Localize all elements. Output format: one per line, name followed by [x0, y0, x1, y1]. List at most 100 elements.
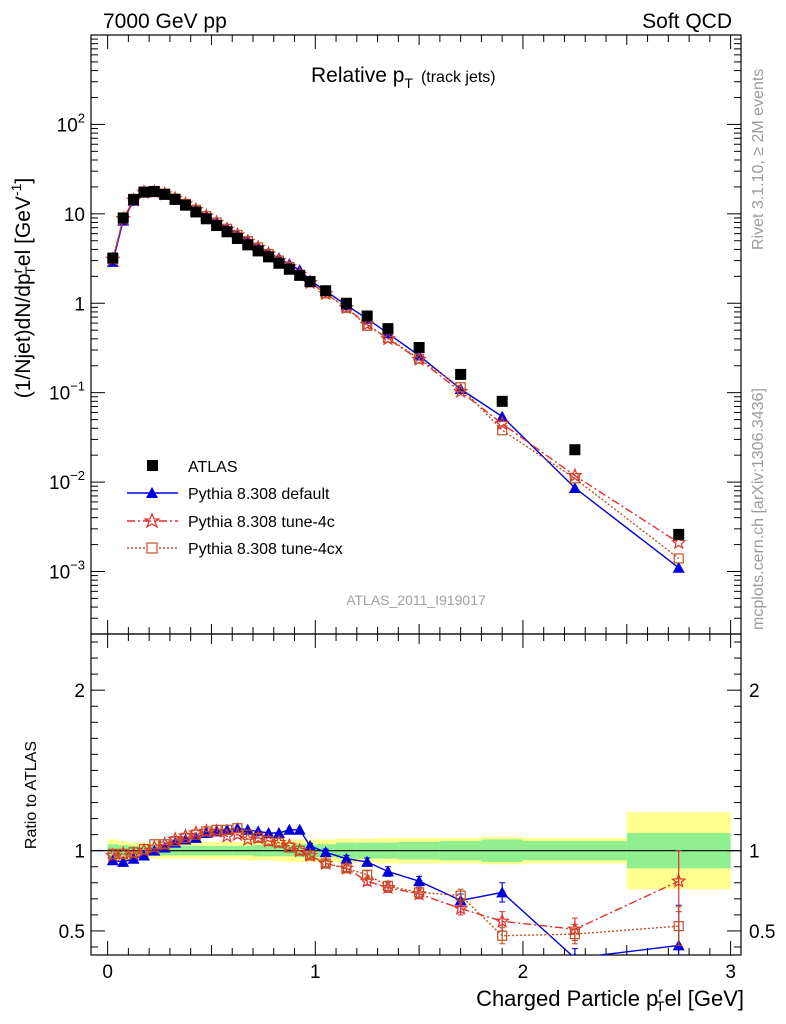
point-atlas [569, 444, 581, 456]
ratio-point-default [272, 827, 285, 839]
ratio-point-tune4c [494, 913, 510, 928]
point-tune4cx [673, 553, 684, 564]
point-atlas [382, 323, 394, 335]
header-left: 7000 GeV pp [103, 10, 227, 33]
x-tick-label: 2 [518, 962, 529, 983]
ratio-point-tune4c [670, 873, 687, 888]
mcplots-label: mcplots.cern.ch [arXiv:1306.3436] [750, 388, 767, 630]
ratio-point-tune4cx [362, 869, 373, 880]
ratio-point-default [189, 831, 202, 843]
point-atlas [179, 199, 191, 211]
ratio-point-tune4cx [273, 837, 285, 848]
point-atlas [231, 232, 243, 244]
series-atlas [107, 185, 685, 540]
ratio-point-default [293, 823, 306, 835]
ratio-point-default [137, 849, 150, 861]
y-tick-label: 10−2 [49, 468, 85, 494]
point-atlas [673, 528, 685, 540]
point-tune4cx [497, 425, 508, 436]
ratio-point-tune4cx [149, 839, 160, 850]
ratio-line-tune4cx [112, 827, 679, 937]
ratio-point-tune4cx [497, 930, 508, 941]
legend-entry-default: Pythia 8.308 default [127, 486, 330, 503]
y-tick-label: 10−3 [49, 558, 85, 584]
ratio-axis-ticks: 0.5 0.5 1 1 2 2 [59, 641, 775, 948]
x-axis-label: Charged Particle pr Tel [GeV] [476, 984, 744, 1014]
ratio-y-tick-label: 0.5 [59, 922, 85, 943]
ratio-point-tune4cx [159, 839, 170, 850]
ratio-point-tune4cx [128, 847, 139, 858]
legend-marker-tune4cx [146, 542, 158, 554]
point-default [568, 481, 581, 493]
ratio-point-default [106, 854, 119, 866]
point-tune4c [670, 534, 687, 550]
ratio-point-tune4cx [232, 823, 243, 834]
ratio-point-default [340, 852, 353, 864]
point-atlas [242, 239, 254, 251]
point-tune4cx [569, 473, 580, 484]
ratio-point-default [413, 875, 426, 887]
ratio-series-group [105, 822, 687, 955]
ratio-point-tune4cx [138, 843, 150, 855]
legend-label-tune4cx: Pythia 8.308 tune-4cx [188, 541, 343, 558]
ratio-point-default [127, 852, 140, 864]
legend-label-tune4c: Pythia 8.308 tune-4c [188, 514, 335, 531]
point-atlas [361, 310, 373, 322]
ratio-point-tune4cx [201, 826, 212, 837]
point-atlas [283, 263, 295, 275]
point-atlas [200, 213, 212, 225]
ratio-point-default [304, 839, 317, 851]
legend-marker-atlas [147, 460, 158, 471]
rivet-label: Rivet 3.1.10, ≥ 2M events [750, 69, 767, 250]
legend-label-atlas: ATLAS [188, 459, 238, 476]
series-tune4cx [107, 186, 684, 564]
x-tick-label: 3 [725, 962, 736, 983]
point-tune4c [494, 415, 511, 431]
ratio-point-tune4cx [304, 850, 316, 861]
ratio-point-tune4cx [180, 832, 191, 843]
legend-entry-tune4c: Pythia 8.308 tune-4c [127, 512, 335, 531]
ratio-point-default [573, 952, 577, 955]
x-tick-label: 0 [102, 962, 113, 983]
point-atlas [304, 276, 316, 288]
y-tick-label: 10−1 [49, 379, 85, 405]
y-tick-label: 102 [57, 110, 85, 136]
header-right: Soft QCD [642, 10, 732, 33]
point-tune4cx [455, 382, 466, 393]
ratio-point-default [496, 886, 509, 898]
ratio-point-tune4cx [190, 829, 201, 840]
ratio-y-tick-label: 0.5 [749, 922, 775, 943]
ratio-point-tune4cx [211, 824, 222, 835]
point-tune4cx [414, 353, 425, 364]
ratio-y-tick-label: 1 [74, 842, 85, 863]
legend-entry-atlas: ATLAS [147, 459, 238, 476]
ratio-point-tune4cx [107, 848, 118, 859]
ratio-point-tune4cx [455, 890, 466, 901]
ratio-plot-frame [90, 633, 742, 956]
point-atlas [496, 395, 508, 407]
ratio-y-tick-label: 2 [74, 681, 85, 702]
main-y-axis-label: (1/Njet)dN/dprTel [GeV-1] [8, 178, 38, 398]
point-atlas [221, 226, 233, 238]
point-atlas [148, 185, 160, 197]
ratio-point-tune4cx [382, 880, 394, 892]
ratio-point-tune4cx [253, 832, 264, 843]
plot-title: Relative pT (track jets) [311, 64, 496, 91]
point-atlas [169, 193, 181, 205]
ratio-point-tune4cx [414, 887, 425, 898]
ratio-plot-area: 0.5 0.5 1 1 2 2 [59, 641, 775, 955]
point-atlas [138, 186, 150, 198]
legend-marker-tune4c [143, 512, 161, 529]
ratio-point-tune4cx [170, 835, 181, 847]
ratio-series-tune4cx [107, 823, 684, 946]
point-atlas [273, 257, 285, 269]
point-atlas [190, 206, 202, 218]
ratio-point-tune4cx [118, 848, 129, 859]
ratio-point-default [117, 855, 130, 867]
ratio-point-tune4cx [263, 835, 274, 847]
point-atlas [294, 269, 306, 281]
point-atlas [128, 193, 140, 205]
ratio-point-tune4cx [341, 863, 352, 874]
ratio-point-default [361, 855, 374, 867]
